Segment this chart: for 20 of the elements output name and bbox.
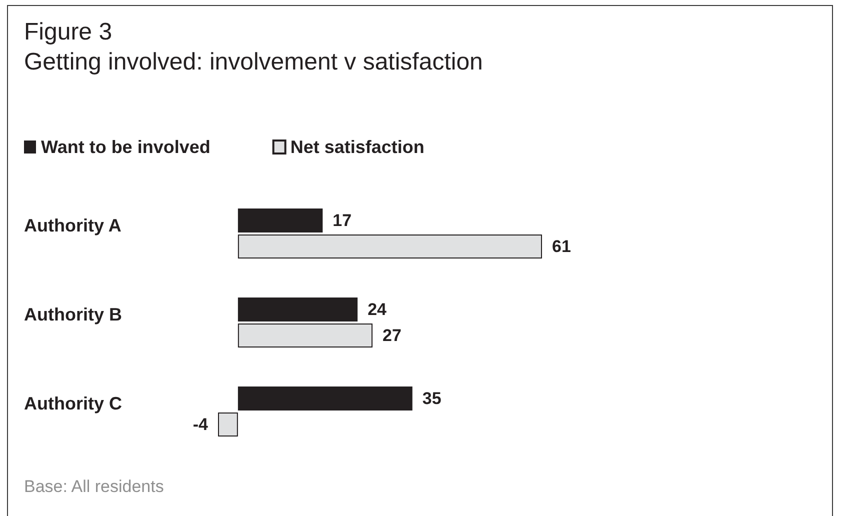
data-label: 35 [422, 389, 442, 408]
bar [238, 234, 542, 258]
bar [238, 298, 358, 322]
bar [238, 386, 412, 411]
chart-subtitle: Getting involved: involvement v satisfaction [24, 48, 483, 76]
data-label: -4 [192, 414, 209, 434]
data-label: 24 [368, 300, 388, 320]
data-label: 27 [382, 326, 402, 345]
text: Base: All residents [24, 477, 164, 496]
y-tick-label: Authority C [24, 394, 122, 414]
legend-label: Want to be involved [41, 137, 210, 157]
legend-label: Net satisfaction [290, 137, 424, 157]
y-tick-label: Authority B [24, 304, 122, 324]
data-label: 61 [552, 236, 571, 256]
bar [238, 323, 373, 348]
chart-title: Figure 3 [24, 18, 112, 46]
y-tick-label: Authority A [24, 216, 122, 236]
bar [218, 412, 238, 436]
data-label: 17 [332, 211, 352, 230]
bar [238, 208, 323, 233]
